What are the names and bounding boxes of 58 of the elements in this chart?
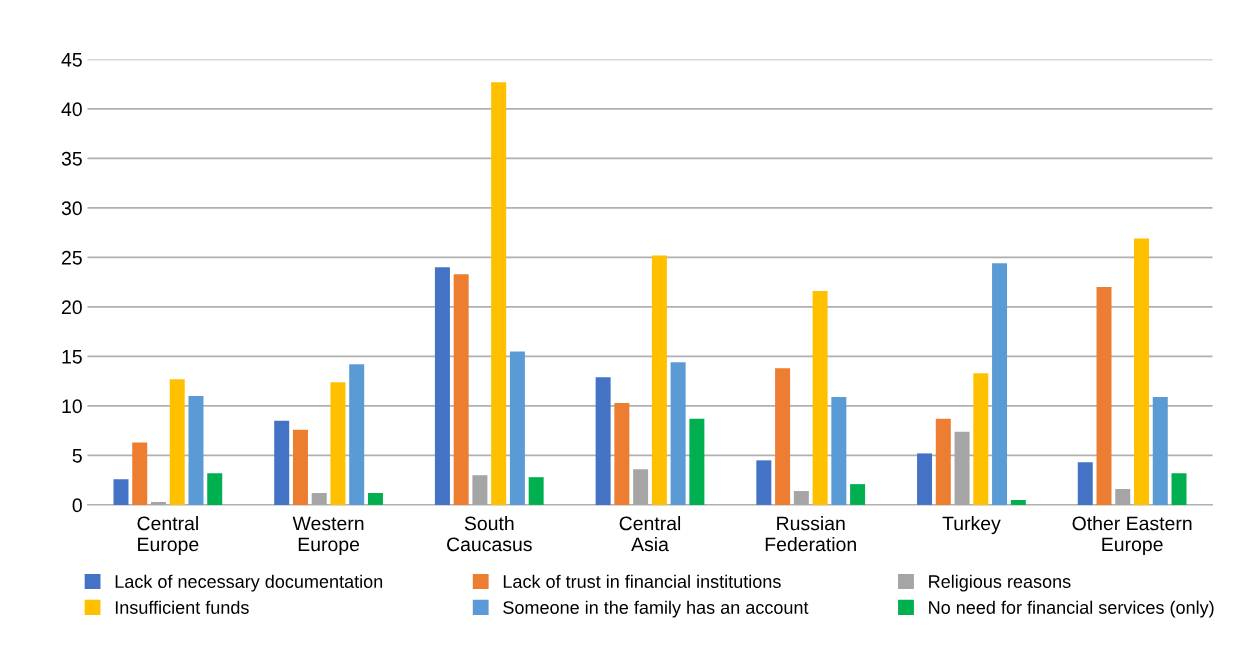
bar [491, 82, 507, 505]
y-tick-label: 35 [61, 151, 82, 166]
y-tick-label: 25 [61, 250, 82, 265]
y-tick-label: 0 [72, 498, 82, 513]
legend-label: Lack of necessary documentation [115, 574, 383, 592]
x-tick-label: Other Eastern Europe [1072, 516, 1192, 556]
y-tick-label: 20 [61, 300, 82, 315]
bar [756, 460, 772, 505]
bar [1077, 462, 1093, 505]
bar [935, 418, 951, 505]
x-tick-label: South Caucasus [447, 516, 532, 552]
legend-label: Insufficient funds [115, 600, 249, 614]
bar [850, 484, 866, 505]
x-tick-label: Western Europe [292, 516, 364, 556]
bar [1010, 499, 1026, 505]
bar [349, 364, 365, 505]
bar [188, 396, 204, 505]
x-tick-label: Central Asia [619, 516, 681, 552]
bar [1096, 287, 1112, 505]
bar [274, 420, 290, 505]
bar [292, 429, 308, 505]
bar [614, 402, 630, 505]
bar [1134, 238, 1150, 505]
bar [973, 373, 989, 505]
bar [595, 377, 611, 505]
bar [917, 453, 933, 505]
bar [689, 418, 705, 505]
bar [367, 493, 383, 505]
bar [670, 362, 686, 505]
x-tick-label: Russian Federation [765, 516, 856, 552]
bar [831, 396, 847, 505]
bar [113, 479, 129, 505]
x-tick-label: Central Europe [137, 516, 199, 556]
y-tick-label: 10 [62, 399, 82, 414]
bar [1171, 473, 1187, 505]
bar [132, 442, 148, 505]
bar [509, 351, 525, 505]
x-tick-label: Turkey [942, 516, 1001, 535]
bar [330, 382, 346, 505]
bar [992, 263, 1008, 505]
bar [651, 255, 667, 505]
y-tick-label: 15 [62, 350, 82, 364]
bar [434, 267, 450, 505]
legend-label: Religious reasons [929, 574, 1071, 592]
bar [207, 473, 223, 505]
bar [1152, 396, 1168, 505]
y-tick-label: 30 [61, 201, 82, 216]
legend-label: No need for financial services (only) [929, 600, 1214, 618]
y-tick-label: 40 [61, 102, 82, 117]
y-tick-label: 45 [61, 53, 82, 67]
y-tick-label: 5 [72, 449, 82, 463]
legend-label: Someone in the family has an account [503, 600, 809, 618]
bar [528, 477, 544, 505]
bar [453, 274, 469, 505]
bar [169, 379, 185, 505]
bar [775, 368, 791, 505]
bar [812, 291, 828, 505]
legend-label: Lack of trust in financial institutions [503, 574, 781, 588]
